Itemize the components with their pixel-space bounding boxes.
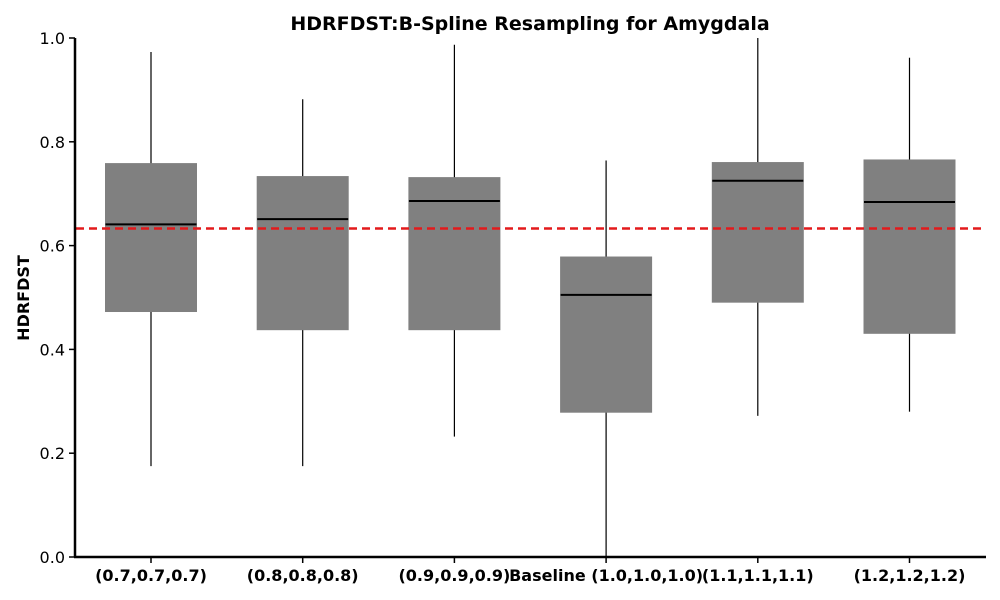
x-tick-label: (0.9,0.9,0.9) xyxy=(398,566,510,585)
y-tick-label: 0.0 xyxy=(40,548,65,567)
x-tick-label: (1.2,1.2,1.2) xyxy=(854,566,966,585)
box xyxy=(711,162,804,303)
y-tick-label: 0.6 xyxy=(40,237,65,256)
box xyxy=(105,163,197,313)
x-tick-label: Baseline (1.0,1.0,1.0) xyxy=(509,566,703,585)
box xyxy=(408,177,501,331)
box xyxy=(863,159,956,334)
chart-title: HDRFDST:B-Spline Resampling for Amygdala xyxy=(290,13,769,35)
y-tick-label: 1.0 xyxy=(40,29,65,48)
y-tick-label: 0.4 xyxy=(40,340,65,359)
y-tick-label: 0.2 xyxy=(40,444,65,463)
x-tick-label: (1.1,1.1,1.1) xyxy=(702,566,814,585)
x-tick-label: (0.7,0.7,0.7) xyxy=(95,566,207,585)
plot-area: 0.0 0.2 0.4 0.6 0.8 1.0 (0.7,0.7,0.7) (0.8,0.8,… xyxy=(40,29,985,585)
box xyxy=(256,176,349,331)
y-axis-label: HDRFDST xyxy=(14,255,33,341)
x-tick-label: (0.8,0.8,0.8) xyxy=(247,566,359,585)
box xyxy=(560,256,653,413)
y-tick-label: 0.8 xyxy=(40,133,65,152)
